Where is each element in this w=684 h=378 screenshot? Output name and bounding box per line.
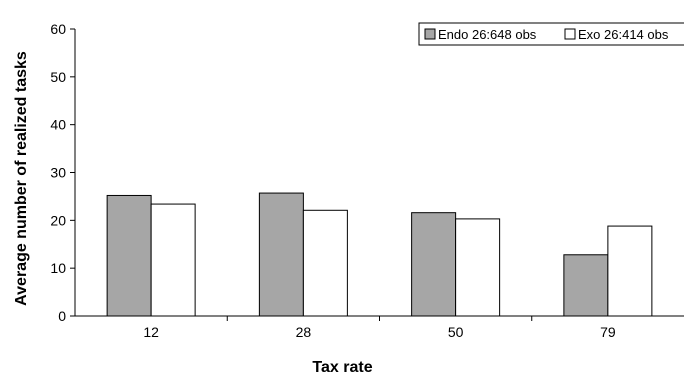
x-tick-label: 12 (143, 324, 159, 340)
x-axis-title: Tax rate (312, 359, 372, 376)
legend-label-endo: Endo 26:648 obs (438, 27, 537, 42)
y-tick-label: 50 (50, 69, 66, 85)
legend-frame (418, 22, 684, 46)
x-axis-ticks: 12 28 50 79 (143, 316, 616, 340)
chart-legend: Endo 26:648 obs Exo 26:414 obs (418, 22, 684, 46)
bar-exo-79 (607, 225, 653, 317)
y-tick-label: 10 (50, 260, 66, 276)
x-tick-label: 50 (448, 324, 464, 340)
y-tick-label: 40 (50, 117, 66, 133)
bar-exo-50 (455, 218, 501, 317)
bar-endo-28 (258, 192, 304, 317)
bar-endo-79 (563, 254, 609, 317)
y-tick-label: 0 (58, 308, 66, 324)
x-tick-label: 79 (600, 324, 616, 340)
bar-exo-28 (302, 209, 348, 317)
y-tick-label: 20 (50, 212, 66, 228)
legend-swatch-endo (424, 28, 436, 40)
bars-layer (106, 192, 653, 317)
bar-exo-12 (150, 203, 196, 317)
x-tick-label: 28 (296, 324, 312, 340)
bar-endo-50 (411, 212, 457, 317)
legend-swatch-exo (564, 28, 576, 40)
legend-label-exo: Exo 26:414 obs (578, 27, 669, 42)
y-axis-ticks: 0 10 20 30 40 50 60 (50, 21, 75, 324)
y-axis-title: Average number of realized tasks (13, 51, 30, 306)
y-tick-label: 60 (50, 21, 66, 37)
y-tick-label: 30 (50, 165, 66, 181)
bar-endo-12 (106, 194, 152, 317)
